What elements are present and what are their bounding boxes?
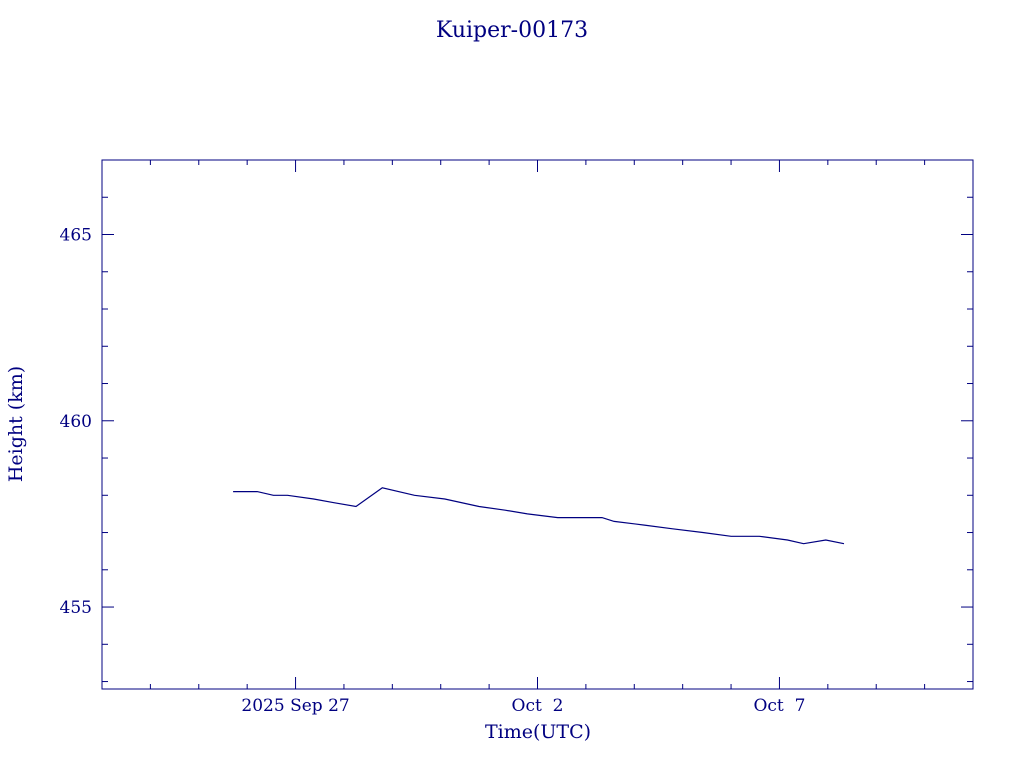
y-tick-label: 465 — [60, 226, 92, 246]
plot-frame — [101, 159, 974, 690]
series-line — [233, 487, 845, 545]
x-axis-label: Time(UTC) — [485, 721, 591, 743]
x-tick-label: 2025 Sep 27 — [241, 696, 349, 716]
x-tick-labels: 2025 Sep 27 Oct 2 Oct 7 — [241, 696, 805, 716]
axis-ticks — [101, 159, 974, 689]
y-tick-label: 455 — [60, 598, 92, 618]
chart-title: Kuiper-00173 — [436, 18, 588, 43]
y-tick-label: 460 — [60, 412, 92, 432]
x-tick-label: Oct 7 — [753, 696, 805, 716]
x-tick-label: Oct 2 — [512, 696, 564, 716]
y-axis-label: Height (km) — [5, 366, 27, 482]
y-tick-labels: 455 460 465 — [60, 226, 92, 619]
